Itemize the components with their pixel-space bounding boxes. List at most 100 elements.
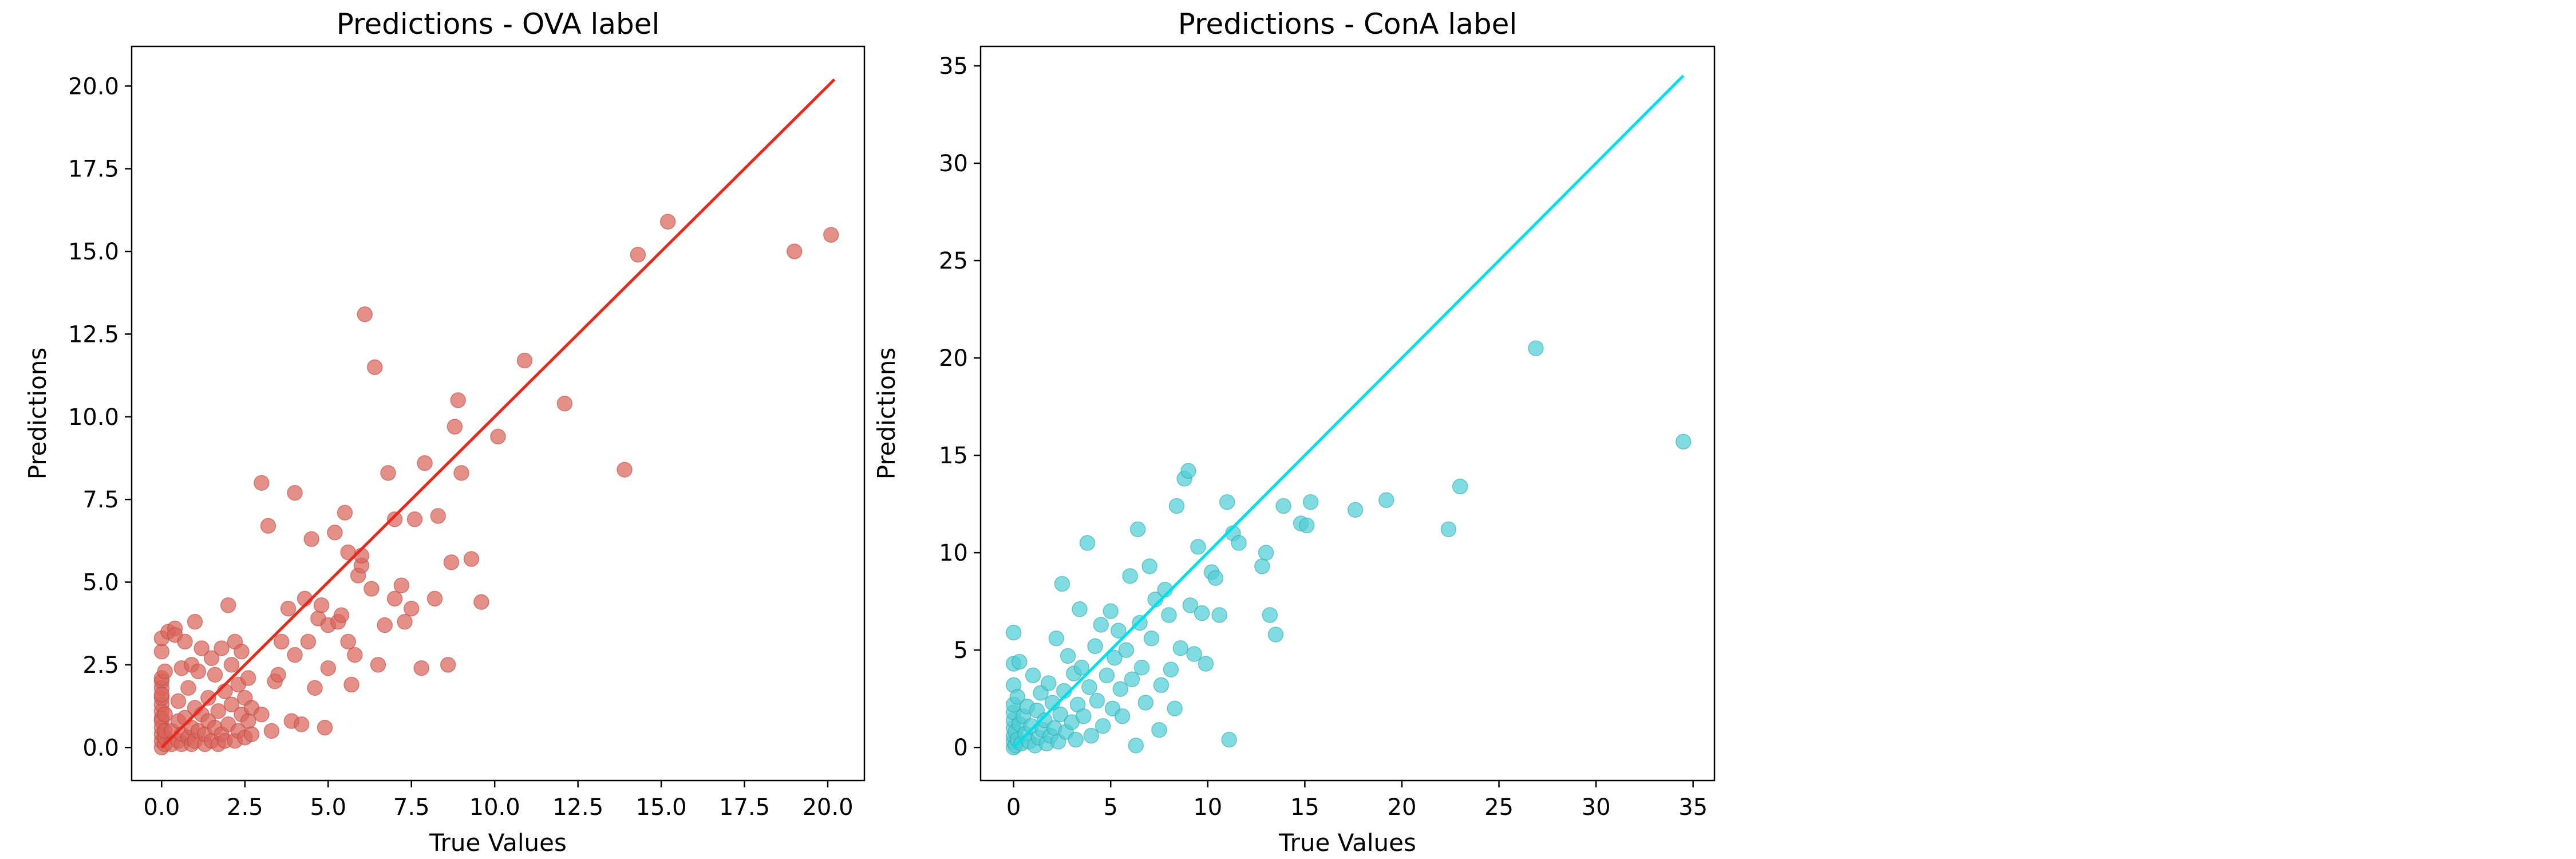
cona-data-point <box>1143 631 1160 647</box>
ova-data-point <box>364 581 380 597</box>
cona-data-point <box>1073 660 1090 676</box>
cona-data-point <box>1099 667 1115 684</box>
cona-data-point <box>1161 607 1177 623</box>
ova-x-tick-label: 5.0 <box>310 794 346 821</box>
cona-data-point <box>1440 521 1457 538</box>
ova-data-point <box>240 670 256 686</box>
cona-x-ticks: 0 5 10 15 20 25 30 35 <box>1006 781 1708 821</box>
ova-data-point <box>243 726 260 742</box>
cona-data-point <box>1122 568 1138 584</box>
cona-data-point <box>1163 661 1179 677</box>
ova-data-point <box>340 633 356 650</box>
cona-data-point <box>1072 601 1088 617</box>
cona-data-point <box>1124 671 1140 687</box>
cona-data-point <box>1528 340 1544 356</box>
cona-y-tick-label: 20 <box>939 345 968 372</box>
cona-data-point <box>1054 576 1070 592</box>
ova-data-point <box>303 531 319 547</box>
cona-data-point <box>1378 492 1394 509</box>
ova-y-tick-label: 17.5 <box>68 156 119 183</box>
ova-data-point <box>280 600 297 617</box>
ova-data-point <box>274 633 290 650</box>
cona-x-tick-label: 25 <box>1484 794 1514 821</box>
cona-data-point <box>1153 677 1170 693</box>
ova-x-tick-label: 17.5 <box>719 794 770 821</box>
cona-data-point <box>1194 605 1210 621</box>
ova-data-point <box>617 462 633 478</box>
ova-data-point <box>426 590 443 607</box>
cona-data-point <box>1275 498 1291 514</box>
ova-y-tick-label: 15.0 <box>68 239 119 265</box>
cona-data-point <box>1040 675 1057 691</box>
cona-data-point <box>1025 667 1041 684</box>
ova-data-point <box>397 614 413 630</box>
cona-y-tick-label: 5 <box>954 637 968 664</box>
cona-data-point <box>1347 502 1364 518</box>
ova-data-point <box>223 657 240 673</box>
ova-data-point <box>377 617 393 633</box>
ova-data-point <box>417 455 433 471</box>
ova-data-point <box>214 640 230 656</box>
ova-data-point <box>200 689 216 706</box>
ova-y-ticks: 0.0 2.5 5.0 7.5 10.0 12.5 15.0 17.5 20.0 <box>68 73 132 761</box>
cona-data-point <box>1302 494 1319 510</box>
ova-data-point <box>787 243 803 259</box>
cona-data-point <box>1087 638 1103 655</box>
cona-data-point <box>1129 521 1146 538</box>
ova-data-point <box>170 693 187 710</box>
cona-data-point <box>1452 478 1468 495</box>
ova-data-point <box>193 640 210 656</box>
ova-chart-title: Predictions - OVA label <box>337 7 660 41</box>
ova-data-point <box>153 687 170 703</box>
cona-data-point <box>1168 498 1185 514</box>
ova-y-tick-label: 10.0 <box>68 404 119 431</box>
ova-x-axis-label: True Values <box>429 829 567 857</box>
ova-data-point <box>223 696 240 712</box>
ova-data-point <box>630 247 646 263</box>
ova-data-point <box>337 505 353 521</box>
cona-data-point <box>1137 695 1154 711</box>
cona-y-tick-label: 30 <box>939 151 968 177</box>
ova-data-point <box>220 597 236 613</box>
ova-data-point <box>343 676 359 693</box>
cona-plot-frame <box>979 45 1716 782</box>
ova-data-point <box>187 614 203 630</box>
cona-data-point <box>1068 731 1084 748</box>
cona-data-point <box>1005 624 1022 641</box>
cona-x-tick-label: 15 <box>1290 794 1319 821</box>
cona-data-point <box>1267 626 1284 643</box>
cona-data-point <box>1103 603 1119 619</box>
ova-data-point <box>153 644 170 660</box>
ova-data-point <box>240 713 256 729</box>
ova-data-point <box>490 428 506 445</box>
ova-y-tick-label: 12.5 <box>68 321 119 348</box>
cona-data-point <box>1114 708 1131 724</box>
ova-panel: Predictions - OVA label 0.0 2.5 5.0 7.5 10.0… <box>23 7 866 857</box>
cona-chart-title: Predictions - ConA label <box>1178 7 1517 41</box>
ova-x-tick-label: 2.5 <box>227 794 263 821</box>
ova-data-point <box>287 647 303 663</box>
ova-data-point <box>453 465 469 481</box>
ova-x-tick-label: 20.0 <box>802 794 853 821</box>
ova-x-tick-label: 12.5 <box>552 794 603 821</box>
cona-y-tick-label: 35 <box>939 53 968 80</box>
cona-x-tick-label: 10 <box>1193 794 1222 821</box>
cona-data-point <box>1190 539 1206 555</box>
ova-data-point <box>516 352 533 369</box>
ova-plot-frame <box>131 45 866 782</box>
cona-data-point <box>1081 679 1097 695</box>
cona-data-point <box>1211 607 1227 623</box>
cona-reference-line <box>1012 74 1685 748</box>
ova-data-point <box>386 590 403 607</box>
ova-data-point <box>157 663 173 680</box>
ova-data-point <box>190 663 207 680</box>
ova-data-point <box>450 392 466 408</box>
cona-data-point <box>1254 558 1270 574</box>
ova-data-point <box>473 594 489 610</box>
ova-data-point <box>260 518 276 534</box>
cona-data-point <box>1089 692 1105 709</box>
ova-data-point <box>403 600 420 617</box>
ova-data-point <box>210 703 227 719</box>
ova-data-point <box>287 484 303 501</box>
cona-y-tick-label: 15 <box>939 443 968 469</box>
